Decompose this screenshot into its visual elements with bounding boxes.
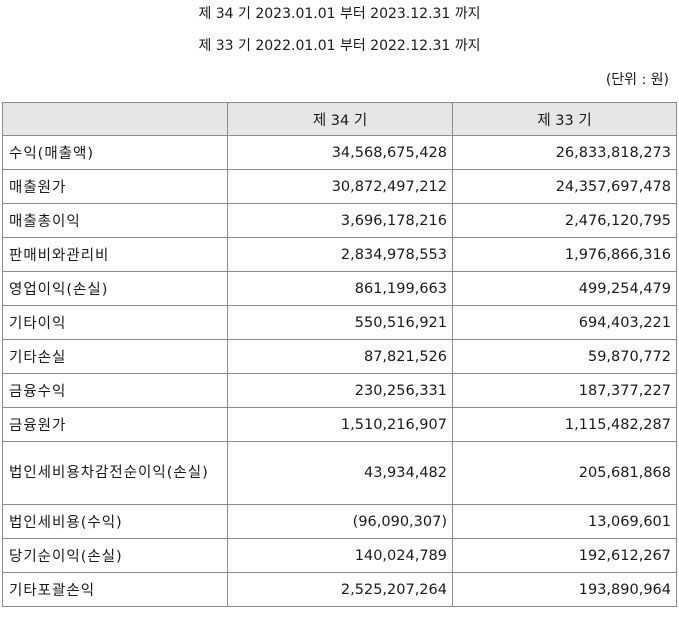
row-current-value: 30,872,497,212 [227, 169, 453, 204]
row-prior-value: 694,403,221 [452, 305, 677, 340]
row-label: 금융원가 [2, 407, 228, 442]
row-prior-value: 499,254,479 [452, 271, 677, 306]
row-label: 매출총이익 [2, 203, 228, 238]
row-label: 기타이익 [2, 305, 228, 340]
income-statement-table: 제 34 기 제 33 기 수익(매출액) 34,568,675,428 26,… [2, 102, 677, 607]
table-row: 당기순이익(손실) 140,024,789 192,612,267 [2, 538, 677, 573]
header-current-period: 제 34 기 [227, 102, 453, 136]
row-prior-value: 26,833,818,273 [452, 135, 677, 170]
unit-label: (단위 : 원) [605, 72, 669, 88]
row-prior-value: 13,069,601 [452, 504, 677, 539]
row-current-value: 34,568,675,428 [227, 135, 453, 170]
row-current-value: 861,199,663 [227, 271, 453, 306]
row-prior-value: 193,890,964 [452, 572, 677, 607]
row-label: 금융수익 [2, 373, 228, 408]
period-prior: 제 33 기 2022.01.01 부터 2022.12.31 까지 [198, 38, 481, 54]
header-item-col [2, 102, 228, 136]
table-row: 매출총이익 3,696,178,216 2,476,120,795 [2, 203, 677, 238]
table-row: 수익(매출액) 34,568,675,428 26,833,818,273 [2, 135, 677, 170]
table-row: 법인세비용차감전순이익(손실) 43,934,482 205,681,868 [2, 441, 677, 505]
row-current-value: 550,516,921 [227, 305, 453, 340]
row-current-value: 230,256,331 [227, 373, 453, 408]
row-current-value: 140,024,789 [227, 538, 453, 573]
table-row: 금융수익 230,256,331 187,377,227 [2, 373, 677, 408]
table-header-row: 제 34 기 제 33 기 [2, 102, 677, 136]
row-prior-value: 205,681,868 [452, 441, 677, 505]
row-current-value: (96,090,307) [227, 504, 453, 539]
table-row: 매출원가 30,872,497,212 24,357,697,478 [2, 169, 677, 204]
row-current-value: 2,525,207,264 [227, 572, 453, 607]
row-prior-value: 2,476,120,795 [452, 203, 677, 238]
row-label: 기타포괄손익 [2, 572, 228, 607]
table-row: 영업이익(손실) 861,199,663 499,254,479 [2, 271, 677, 306]
table-row: 기타이익 550,516,921 694,403,221 [2, 305, 677, 340]
table-row: 기타손실 87,821,526 59,870,772 [2, 339, 677, 374]
row-label: 법인세비용차감전순이익(손실) [2, 441, 228, 505]
row-label: 매출원가 [2, 169, 228, 204]
row-current-value: 3,696,178,216 [227, 203, 453, 238]
row-prior-value: 1,976,866,316 [452, 237, 677, 272]
header-prior-period: 제 33 기 [452, 102, 677, 136]
row-prior-value: 187,377,227 [452, 373, 677, 408]
table-row: 판매비와관리비 2,834,978,553 1,976,866,316 [2, 237, 677, 272]
table-row: 법인세비용(수익) (96,090,307) 13,069,601 [2, 504, 677, 539]
row-label: 수익(매출액) [2, 135, 228, 170]
row-current-value: 2,834,978,553 [227, 237, 453, 272]
row-prior-value: 192,612,267 [452, 538, 677, 573]
row-label: 기타손실 [2, 339, 228, 374]
row-prior-value: 1,115,482,287 [452, 407, 677, 442]
row-label: 법인세비용(수익) [2, 504, 228, 539]
row-label: 판매비와관리비 [2, 237, 228, 272]
table-row: 기타포괄손익 2,525,207,264 193,890,964 [2, 572, 677, 607]
row-current-value: 87,821,526 [227, 339, 453, 374]
row-prior-value: 24,357,697,478 [452, 169, 677, 204]
row-label: 영업이익(손실) [2, 271, 228, 306]
row-current-value: 1,510,216,907 [227, 407, 453, 442]
table-row: 금융원가 1,510,216,907 1,115,482,287 [2, 407, 677, 442]
row-current-value: 43,934,482 [227, 441, 453, 505]
period-current: 제 34 기 2023.01.01 부터 2023.12.31 까지 [198, 6, 481, 22]
row-label: 당기순이익(손실) [2, 538, 228, 573]
row-prior-value: 59,870,772 [452, 339, 677, 374]
